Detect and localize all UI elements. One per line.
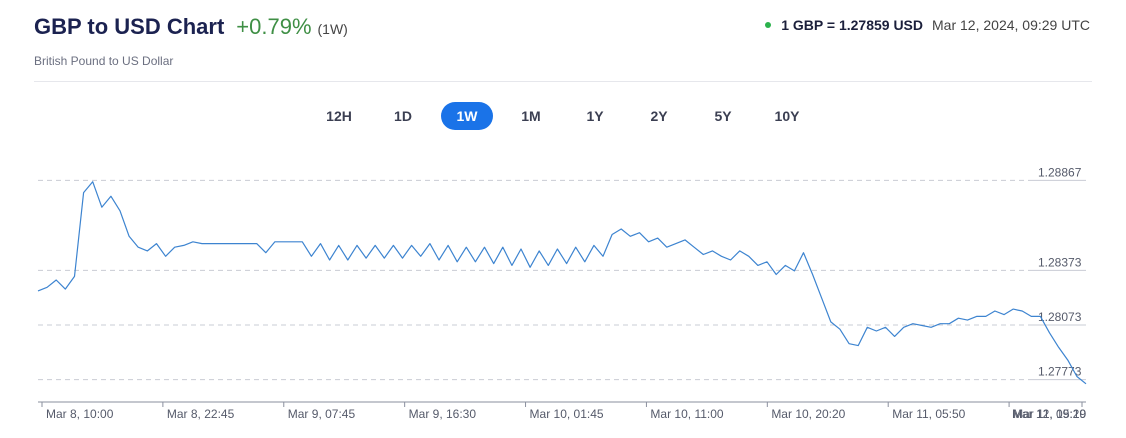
x-tick-label: Mar 11, 15:10 [1013, 407, 1086, 421]
x-tick-label: Mar 12, 09:29 [1012, 407, 1086, 421]
title-row: GBP to USD Chart +0.79% (1W) [34, 14, 348, 40]
x-tick-label: Mar 10, 01:45 [530, 407, 604, 421]
x-tick-label: Mar 9, 16:30 [409, 407, 477, 421]
y-tick-label: 1.28373 [1038, 255, 1082, 269]
range-tab-1w[interactable]: 1W [441, 102, 493, 130]
page-subtitle: British Pound to US Dollar [34, 54, 174, 68]
x-tick-label: Mar 9, 07:45 [288, 407, 356, 421]
rate-line-chart[interactable]: 1.28867 1.28373 1.28073 1.27773 Mar 8, 10:00… [0, 150, 1126, 438]
page-title: GBP to USD Chart [34, 14, 225, 39]
header-divider [34, 81, 1092, 82]
current-rate: 1 GBP = 1.27859 USD Mar 12, 2024, 09:29 … [765, 17, 1090, 33]
percent-change: +0.79% [236, 14, 312, 39]
range-tab-1d[interactable]: 1D [394, 108, 412, 124]
range-tab-5y[interactable]: 5Y [714, 108, 732, 124]
change-period: (1W) [317, 21, 348, 37]
range-tab-12h[interactable]: 12H [326, 108, 352, 124]
x-tick-label: Mar 8, 10:00 [46, 407, 114, 421]
range-tab-10y[interactable]: 10Y [774, 108, 800, 124]
time-range-tabs: 12H 1D 1W 1M 1Y 2Y 5Y 10Y [0, 102, 1126, 130]
x-tick-label: Mar 10, 11:00 [650, 407, 723, 421]
live-status-dot-icon [765, 22, 772, 28]
range-tab-1m[interactable]: 1M [521, 108, 541, 124]
x-tick-label: Mar 10, 20:20 [771, 407, 845, 421]
range-tab-2y[interactable]: 2Y [650, 108, 668, 124]
x-tick-label: Mar 11, 05:50 [892, 407, 965, 421]
range-tab-1y[interactable]: 1Y [586, 108, 604, 124]
rate-series-line [37, 181, 1087, 385]
y-tick-label: 1.27773 [1038, 365, 1082, 379]
rate-timestamp: Mar 12, 2024, 09:29 UTC [932, 17, 1090, 33]
y-tick-label: 1.28867 [1038, 165, 1082, 179]
x-tick-label: Mar 8, 22:45 [167, 407, 235, 421]
y-tick-label: 1.28073 [1038, 310, 1082, 324]
chart-header: GBP to USD Chart +0.79% (1W) British Pou… [34, 14, 348, 68]
rate-value: 1 GBP = 1.27859 USD [781, 17, 924, 33]
